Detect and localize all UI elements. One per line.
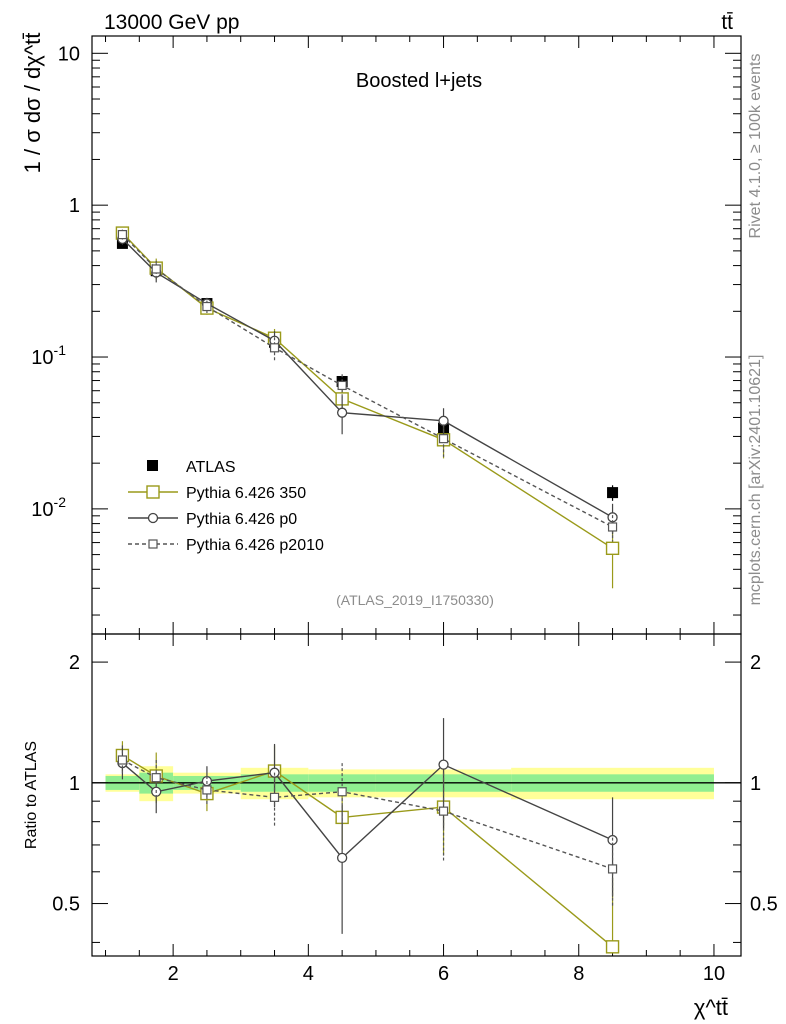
legend-marker-p0 (147, 512, 159, 524)
ratio-y-tick-label: 2 (69, 652, 80, 674)
ratio-point-pythia-6-426-p2010 (607, 864, 618, 874)
legend-label-p2010: Pythia 6.426 p2010 (186, 537, 324, 554)
ratio-point-pythia-6-426-p2010 (202, 785, 212, 795)
ratio-point-pythia-6-426-p0 (438, 759, 449, 770)
main-point-pythia-6-426-p2010 (337, 380, 347, 391)
x-tick-label: 10 (703, 963, 725, 985)
mcplots-label: mcplots.cern.ch [arXiv:2401.10621] (747, 355, 764, 606)
main-y-axis-label: 1 / σ dσ / dχ^tt̄ (20, 33, 45, 174)
x-axis-label: χ^tt̄ (694, 995, 728, 1020)
ratio-y-tick-label-right: 0.5 (750, 894, 778, 916)
x-tick-label: 2 (168, 963, 179, 985)
legend: ATLAS Pythia 6.426 350 Pythia 6.426 p0 P… (128, 459, 324, 554)
ratio-point-pythia-6-426-p2010 (269, 792, 280, 802)
main-point-pythia-6-426-p2010 (438, 434, 449, 444)
main-point-pythia-6-426-p2010 (117, 229, 128, 240)
main-point-pythia-6-426-p0 (438, 415, 449, 426)
main-y-tick-label: 10-2 (31, 494, 66, 521)
ratio-y-tick-label: 1 (69, 773, 80, 795)
legend-label-p0: Pythia 6.426 p0 (186, 511, 297, 528)
main-y-tick-label: 1 (69, 195, 80, 217)
main-y-tick-label: 10-1 (31, 342, 66, 369)
main-y-tick-label: 10 (58, 43, 80, 65)
ratio-point-pythia-6-426-p2010 (438, 806, 449, 816)
ratio-y-axis-label: Ratio to ATLAS (23, 741, 40, 849)
main-point-pythia-6-426-p2010 (151, 264, 161, 274)
legend-marker-p2010 (148, 539, 158, 549)
ratio-point-pythia-6-426-p2010 (151, 773, 161, 783)
ratio-point-pythia-6-426-350 (605, 940, 620, 954)
energy-label: 13000 GeV pp (104, 11, 239, 34)
ratio-y-tick-label: 0.5 (52, 894, 80, 916)
ratio-y-tick-label-right: 2 (750, 652, 761, 674)
main-point-pythia-6-426-350 (605, 541, 620, 556)
rivet-label: Rivet 4.1.0, ≥ 100k events (747, 54, 764, 239)
ratio-point-pythia-6-426-p0 (336, 852, 348, 864)
main-panel: 10 1 10-1 10-2 (31, 35, 742, 635)
ratio-point-pythia-6-426-p2010 (117, 755, 128, 765)
x-tick-label: 6 (438, 963, 449, 985)
ratio-point-pythia-6-426-p2010 (337, 787, 347, 797)
main-point-pythia-6-426-p2010 (269, 343, 280, 353)
ratio-y-tick-label-right: 1 (750, 773, 761, 795)
analysis-label: (ATLAS_2019_I1750330) (336, 592, 494, 608)
process-label: tt̄ (721, 11, 733, 34)
x-tick-label: 8 (573, 963, 584, 985)
legend-label-atlas: ATLAS (186, 459, 236, 476)
main-point-pythia-6-426-p0 (336, 407, 348, 418)
x-tick-label: 4 (303, 963, 314, 985)
legend-label-350: Pythia 6.426 350 (186, 485, 306, 502)
legend-marker-atlas (147, 460, 158, 471)
main-line-pythia-6-426-p2010 (121, 234, 613, 528)
main-point-pythia-6-426-p2010 (202, 301, 212, 312)
ratio-panel: 2 4 6 8 10 2 2 1 1 0.5 0.5 (52, 633, 778, 985)
main-point-atlas (607, 487, 619, 499)
main-title: Boosted l+jets (356, 70, 482, 92)
main-point-pythia-6-426-p2010 (607, 522, 618, 532)
ratio-frame (91, 633, 742, 957)
legend-marker-350 (146, 485, 160, 499)
